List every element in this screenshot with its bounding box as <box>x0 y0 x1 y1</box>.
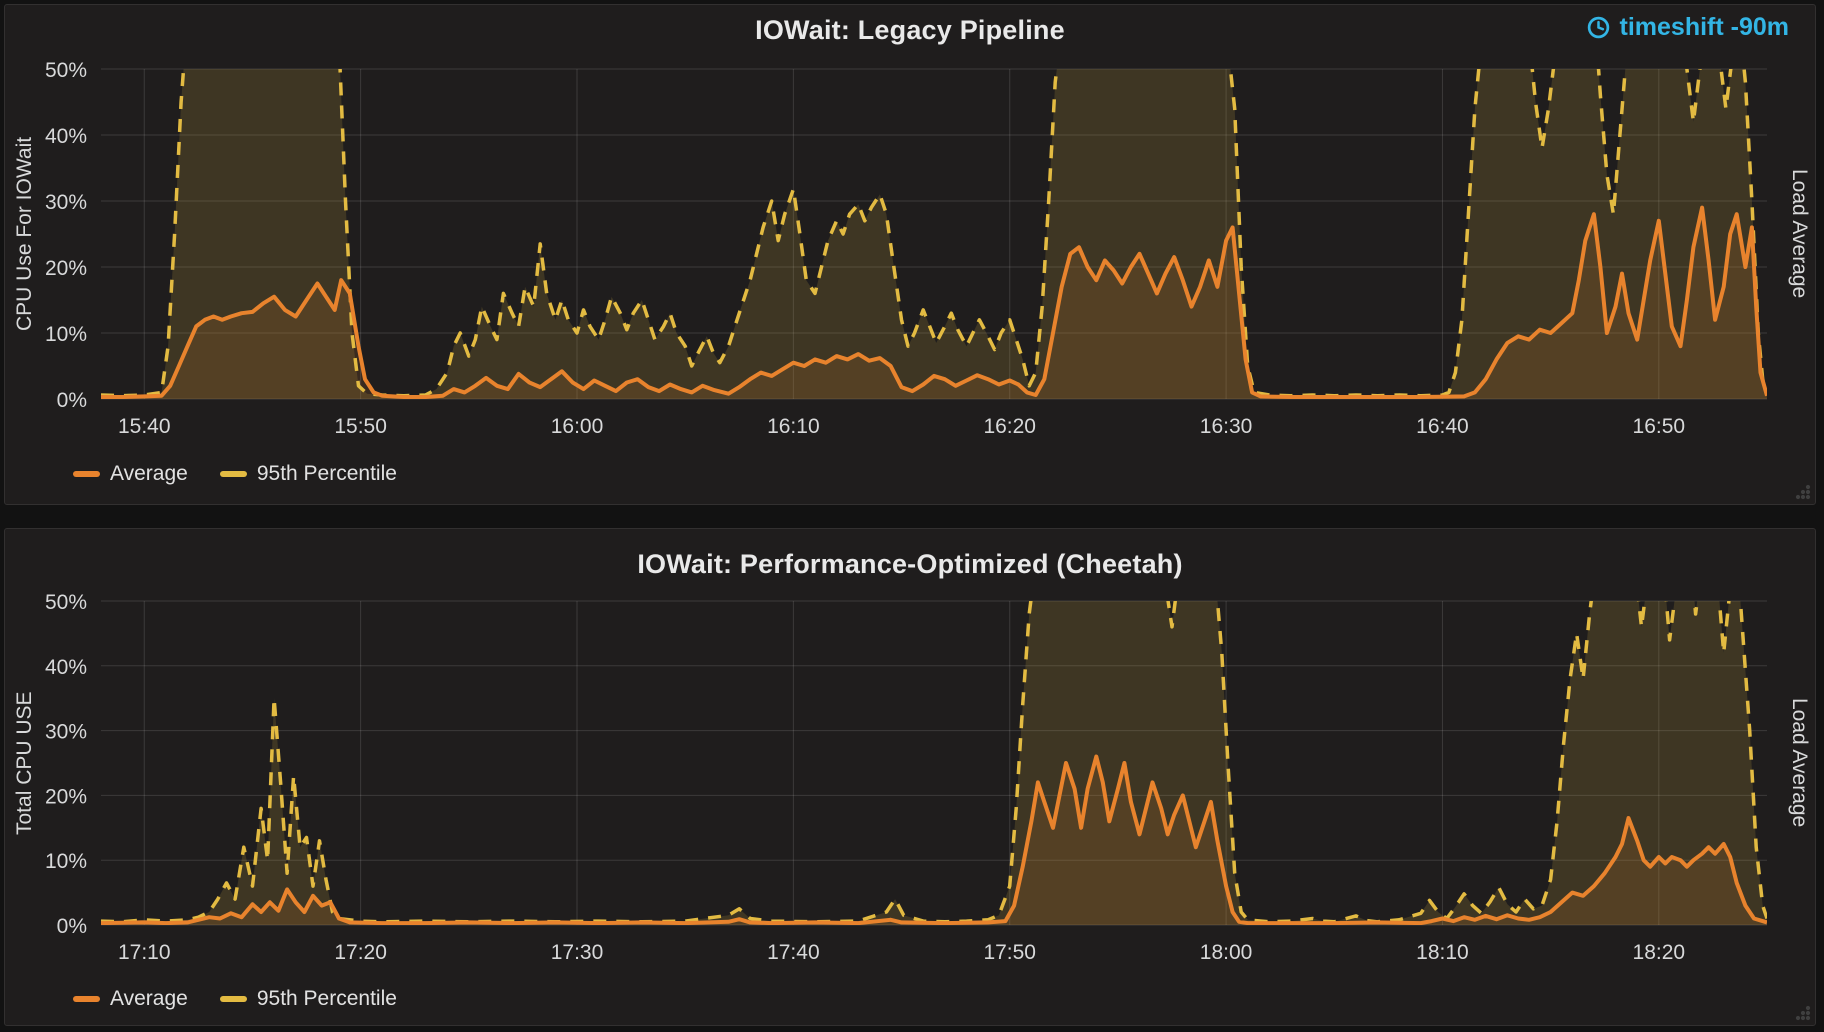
timeshift-label: timeshift -90m <box>1619 13 1789 41</box>
x-tick-label: 16:50 <box>1633 415 1686 438</box>
plot-area[interactable] <box>101 536 1767 925</box>
average-series-swatch <box>73 996 100 1002</box>
p95-series-swatch <box>219 996 247 1002</box>
right-axis-label: Load Average <box>1788 169 1811 299</box>
left-axis-label: CPU Use For IOWait <box>13 136 36 332</box>
average-area <box>101 207 1767 399</box>
y-tick-label: 50% <box>45 59 87 82</box>
timeshift-badge[interactable]: timeshift -90m <box>1586 13 1789 42</box>
p95-area <box>101 69 1767 399</box>
y-tick-label: 50% <box>45 591 87 614</box>
y-tick-label: 10% <box>45 850 87 873</box>
average-line <box>101 205 1767 399</box>
y-tick-label: 30% <box>45 721 87 744</box>
x-tick-label: 16:30 <box>1200 415 1253 438</box>
p95-line <box>101 69 1767 398</box>
p95-area <box>101 601 1767 925</box>
x-tick-label: 17:20 <box>334 941 387 964</box>
iowait-cheetah-chart[interactable]: 0% 10% 20% 30% 40% 50% 17:10 17:20 17:30 17:40 17:… <box>5 529 1817 1027</box>
y-tick-label: 30% <box>45 191 87 214</box>
x-tick-label: 16:10 <box>767 415 820 438</box>
y-tick-label: 0% <box>57 389 87 412</box>
x-tick-label: 16:20 <box>983 415 1036 438</box>
legend-item-95th-percentile[interactable]: 95th Percentile <box>219 987 397 1011</box>
x-tick-label: 16:00 <box>551 415 604 438</box>
legend-label: 95th Percentile <box>256 987 397 1010</box>
average-line <box>101 754 1767 925</box>
left-axis-label: Total CPU USE <box>13 691 36 835</box>
legend-label: 95th Percentile <box>256 462 397 485</box>
iowait-legacy-chart[interactable]: 0% 10% 20% 30% 40% 50% 15:40 15:50 16:00 16:10 16:… <box>5 5 1817 506</box>
x-tick-label: 18:20 <box>1633 941 1686 964</box>
y-tick-label: 40% <box>45 125 87 148</box>
panel-title[interactable]: IOWait: Legacy Pipeline <box>755 15 1065 45</box>
panel-performance-optimized: 0% 10% 20% 30% 40% 50% 17:10 17:20 17:30 17:40 17:… <box>4 528 1816 1026</box>
x-tick-label: 16:40 <box>1416 415 1469 438</box>
y-tick-label: 0% <box>57 915 87 938</box>
legend-item-average[interactable]: Average <box>73 987 188 1011</box>
legend: Average 95th Percentile <box>73 987 397 1011</box>
y-tick-label: 20% <box>45 257 87 280</box>
y-tick-label: 40% <box>45 656 87 679</box>
clock-icon <box>1587 16 1609 39</box>
y-tick-label: 10% <box>45 323 87 346</box>
x-tick-label: 18:00 <box>1200 941 1253 964</box>
average-series-swatch <box>73 471 100 477</box>
legend: Average 95th Percentile <box>73 462 397 486</box>
legend-item-average[interactable]: Average <box>73 462 188 486</box>
x-tick-label: 15:50 <box>334 415 387 438</box>
plot-area[interactable] <box>101 5 1767 399</box>
legend-label: Average <box>110 987 188 1010</box>
y-tick-label: 20% <box>45 785 87 808</box>
legend-label: Average <box>110 462 188 485</box>
panel-legacy-pipeline: 0% 10% 20% 30% 40% 50% 15:40 15:50 16:00 16:10 16:… <box>4 4 1816 505</box>
p95-series-swatch <box>219 471 247 477</box>
right-axis-label: Load Average <box>1788 698 1811 828</box>
x-tick-label: 17:50 <box>983 941 1036 964</box>
resize-handle-icon[interactable] <box>1794 483 1812 501</box>
x-tick-label: 17:30 <box>551 941 604 964</box>
x-tick-label: 17:40 <box>767 941 820 964</box>
x-tick-label: 15:40 <box>118 415 171 438</box>
resize-handle-icon[interactable] <box>1794 1004 1812 1022</box>
panel-title[interactable]: IOWait: Performance-Optimized (Cheetah) <box>637 549 1183 579</box>
x-tick-label: 18:10 <box>1416 941 1469 964</box>
p95-line <box>101 601 1767 924</box>
legend-item-95th-percentile[interactable]: 95th Percentile <box>219 462 397 486</box>
x-tick-label: 17:10 <box>118 941 171 964</box>
average-area <box>101 756 1767 925</box>
